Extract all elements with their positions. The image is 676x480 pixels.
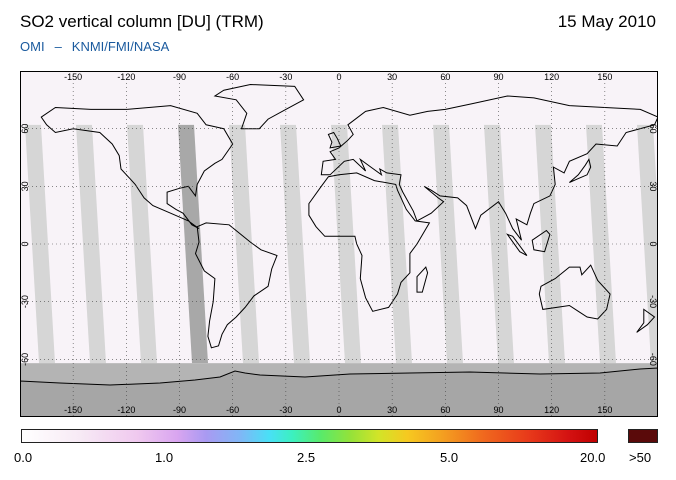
lon-tick-label: 0: [336, 72, 341, 82]
lat-tick-label: 30: [648, 181, 658, 191]
colorbar-label-0: 0.0: [14, 450, 33, 465]
lon-tick-label: 90: [493, 405, 503, 415]
credit-dash: –: [54, 39, 62, 54]
lat-tick-labels: 60 60 30 30 0 0 -30 -30 -60 -60: [20, 124, 658, 366]
lon-tick-label: 150: [597, 405, 612, 415]
credit-line: OMI – KNMI/FMI/NASA: [20, 39, 169, 54]
continents: [40, 83, 658, 349]
coastline-sumatra: [506, 233, 528, 256]
credit-agencies: KNMI/FMI/NASA: [71, 39, 170, 54]
lon-tick-labels: -150 -150 -120 -120 -90 -90 -60 -60 -30 -30 0 0 30 30…: [64, 72, 612, 415]
lat-tick-label: 0: [648, 241, 658, 246]
map-title: SO2 vertical column [DU] (TRM): [20, 12, 264, 31]
lon-tick-label: 120: [544, 405, 559, 415]
lon-tick-label: -30: [279, 405, 292, 415]
swath-gap: [535, 124, 565, 364]
colorbar-label-5: >50: [629, 450, 652, 465]
lon-tick-label: -60: [226, 405, 239, 415]
colorbar-max-swatch: [628, 429, 658, 443]
coastline-madagascar: [416, 266, 429, 293]
so2-world-map: -150 -150 -120 -120 -90 -90 -60 -60 -30 -30 0 0 30 30…: [20, 71, 658, 417]
lon-tick-label: 150: [597, 72, 612, 82]
lon-tick-label: -60: [226, 72, 239, 82]
swath-gap: [127, 124, 157, 364]
lon-tick-label: 60: [440, 72, 450, 82]
map-frame: [20, 71, 658, 417]
lon-tick-label: 120: [544, 72, 559, 82]
lat-tick-label: -30: [20, 295, 30, 308]
swath-gap: [280, 124, 310, 364]
swath-gap: [484, 124, 514, 364]
map-date: 15 May 2010: [557, 12, 656, 31]
coastline-north-america: [40, 105, 234, 230]
coastline-japan: [569, 158, 592, 183]
colorbar-label-1: 1.0: [155, 450, 174, 465]
lon-tick-label: 0: [336, 405, 341, 415]
lon-tick-label: -90: [173, 72, 186, 82]
lon-tick-label: 30: [387, 72, 397, 82]
lon-tick-label: -120: [117, 405, 135, 415]
coastline-borneo: [531, 229, 551, 253]
swath-gap: [76, 124, 106, 364]
antarctica-region: [20, 367, 658, 417]
lat-tick-label: -30: [648, 295, 658, 308]
lat-tick-label: -60: [20, 353, 30, 366]
colorbar-label-3: 5.0: [440, 450, 459, 465]
lon-tick-label: -30: [279, 72, 292, 82]
lat-tick-label: 30: [20, 181, 30, 191]
coastline-south-america: [194, 222, 278, 349]
lon-tick-label: 90: [493, 72, 503, 82]
lon-tick-label: 30: [387, 405, 397, 415]
graticule: [20, 71, 658, 417]
lon-tick-label: -150: [64, 405, 82, 415]
lat-tick-label: 60: [648, 124, 658, 134]
lat-tick-label: 0: [20, 241, 30, 246]
coastline-great-britain: [327, 131, 342, 149]
colorbar-gradient: [21, 429, 598, 443]
coastline-eurasia: [320, 95, 658, 241]
lon-tick-label: -150: [64, 72, 82, 82]
swath-gap: [331, 124, 361, 364]
credit-instrument: OMI: [20, 39, 45, 54]
lat-tick-label: 60: [20, 124, 30, 134]
coastline-africa: [308, 172, 431, 312]
lat-tick-label: -60: [648, 353, 658, 366]
lon-tick-label: -120: [117, 72, 135, 82]
colorbar-label-2: 2.5: [297, 450, 316, 465]
lon-tick-label: 60: [440, 405, 450, 415]
swath-gap: [637, 124, 658, 364]
colorbar-label-4: 20.0: [580, 450, 606, 465]
coastline-greenland: [213, 83, 305, 130]
coastline-new-zealand: [636, 308, 656, 333]
lon-tick-label: -90: [173, 405, 186, 415]
